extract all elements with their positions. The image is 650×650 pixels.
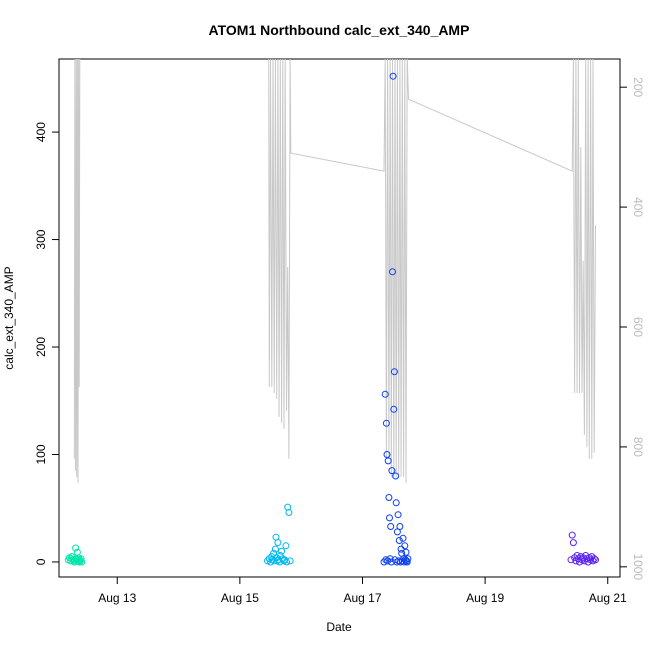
data-point	[76, 556, 84, 564]
y2-tick-label: 200	[631, 77, 645, 97]
secondary-y-axis: 200 400 600 800 1000	[620, 77, 645, 580]
data-point	[389, 268, 396, 276]
data-point	[403, 558, 411, 566]
data-point	[77, 555, 85, 563]
data-point	[402, 548, 410, 556]
y-axis: 0 100 200 300 400	[34, 122, 59, 565]
data-point	[569, 539, 577, 547]
data-point	[381, 390, 389, 398]
data-point	[590, 555, 598, 563]
data-point	[395, 537, 403, 544]
y-tick-label: 300	[34, 229, 48, 249]
data-point	[283, 558, 290, 566]
data-point	[567, 556, 575, 564]
y-tick-label: 0	[34, 558, 48, 565]
data-point	[387, 523, 395, 530]
points-layer	[64, 72, 599, 566]
x-tick-label: Aug 17	[343, 591, 381, 605]
data-point	[392, 499, 400, 507]
secondary-series-line	[73, 59, 596, 483]
x-tick-label: Aug 21	[589, 591, 627, 605]
data-point	[264, 557, 271, 565]
data-point	[401, 542, 409, 550]
data-point	[404, 555, 412, 563]
data-point	[384, 457, 392, 465]
data-point	[390, 368, 398, 376]
chart-title: ATOM1 Northbound calc_ext_340_AMP	[209, 22, 470, 38]
data-point	[388, 467, 396, 475]
secondary-line-layer	[73, 59, 596, 483]
y2-tick-label: 800	[631, 437, 645, 457]
data-point	[592, 556, 599, 564]
data-point	[392, 472, 400, 480]
y-tick-label: 200	[34, 337, 48, 357]
y2-tick-label: 600	[631, 317, 645, 337]
data-point	[386, 555, 394, 563]
data-point	[278, 547, 286, 555]
data-point	[383, 451, 391, 458]
data-point	[72, 544, 80, 552]
data-point	[285, 509, 293, 516]
data-point	[389, 72, 397, 80]
data-point	[396, 523, 404, 530]
data-point	[274, 539, 282, 547]
data-point	[386, 514, 393, 522]
x-tick-label: Aug 15	[221, 591, 259, 605]
data-point	[385, 494, 393, 501]
data-point	[282, 542, 290, 550]
y2-tick-label: 400	[631, 197, 645, 217]
y-tick-label: 100	[34, 444, 48, 464]
x-axis-label: Date	[326, 620, 352, 634]
y-axis-label: calc_ext_340_AMP	[2, 266, 16, 369]
x-tick-label: Aug 19	[466, 591, 504, 605]
data-point	[573, 552, 581, 559]
y2-tick-label: 1000	[631, 553, 645, 580]
x-tick-label: Aug 13	[98, 591, 136, 605]
data-point	[382, 419, 390, 427]
plot-area-frame	[58, 58, 621, 578]
y-tick-label: 400	[34, 122, 48, 142]
data-point	[380, 558, 388, 566]
data-point	[390, 405, 398, 413]
data-point	[78, 558, 86, 566]
data-point	[568, 531, 576, 539]
data-point	[394, 511, 402, 519]
data-point	[286, 557, 294, 565]
data-point	[399, 534, 407, 542]
x-axis: Aug 13 Aug 15 Aug 17 Aug 19 Aug 21	[98, 577, 627, 605]
data-point	[271, 545, 279, 553]
